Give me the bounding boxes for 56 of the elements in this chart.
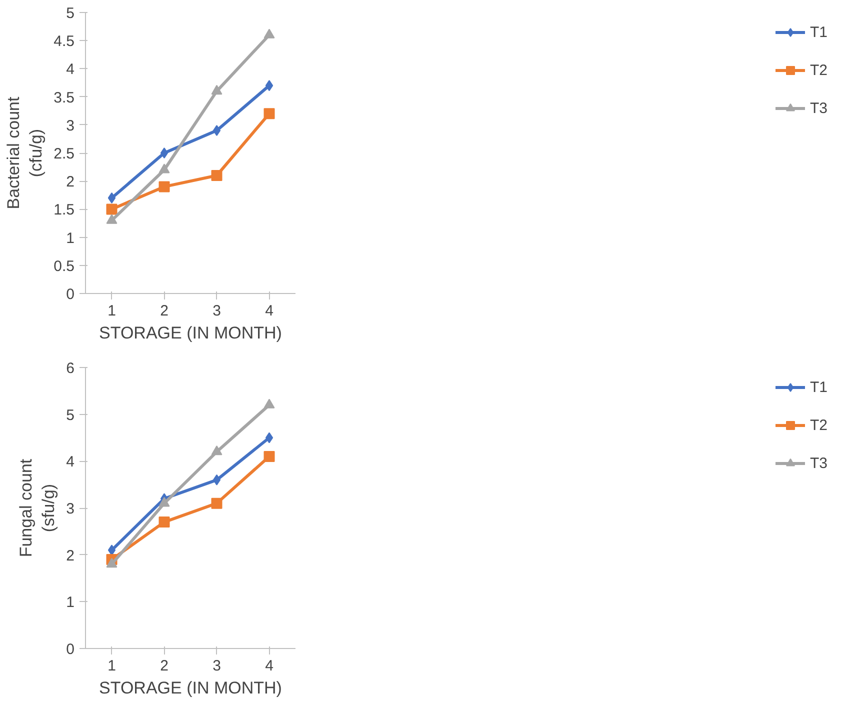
y-tick-label: 3 [66, 500, 74, 518]
x-tick-label: 2 [160, 302, 168, 320]
point [212, 474, 221, 486]
legend-label: T2 [810, 416, 829, 434]
y-tick-label: 5 [66, 5, 74, 22]
y-tick-label: 1 [66, 594, 74, 612]
y-tick-label: 0.5 [54, 258, 75, 275]
y-tick-label: 2.5 [54, 146, 75, 162]
point [264, 108, 275, 120]
point [265, 80, 274, 92]
point [106, 204, 118, 215]
y-tick-label: 3 [66, 117, 74, 134]
y-tick-label: 0 [66, 286, 74, 303]
x-tick-label: 2 [160, 658, 168, 674]
y-tick-label: 4 [66, 61, 74, 78]
point [158, 164, 170, 174]
point [264, 398, 275, 408]
x-axis-title: STORAGE (IN MONTH) [99, 678, 282, 698]
x-tick-label: 3 [212, 658, 221, 674]
x-tick-label: 4 [265, 302, 274, 320]
y-axis-title: Bacterial count (cfu/g) [4, 96, 46, 210]
point [158, 516, 170, 528]
point [211, 84, 222, 95]
y-tick-label: 1.5 [54, 202, 75, 219]
y-tick-label: 1 [66, 230, 74, 247]
y-tick-label: 0 [66, 641, 74, 658]
point [160, 148, 168, 158]
y-tick-label: 3.5 [54, 89, 75, 106]
point [265, 432, 274, 444]
y-tick-label: 4 [66, 454, 74, 471]
point [211, 498, 222, 509]
y-tick-label: 6 [66, 360, 74, 377]
point [106, 214, 118, 224]
y-axis-title: Fungal count (sfu/g) [16, 458, 58, 558]
point [211, 170, 222, 181]
point [211, 446, 222, 456]
point [108, 192, 116, 204]
legend-label: T3 [810, 100, 829, 116]
point [158, 497, 170, 507]
x-axis-title: STORAGE (IN MONTH) [99, 324, 282, 342]
point [212, 125, 221, 136]
point [158, 181, 170, 192]
x-tick-label: 3 [212, 302, 221, 320]
point [264, 450, 275, 462]
y-tick-label: 2 [66, 174, 74, 191]
y-tick-label: 2 [66, 547, 74, 564]
legend-label: T1 [810, 378, 829, 396]
y-tick-label: 5 [66, 406, 74, 424]
x-tick-label: 1 [108, 302, 116, 320]
legend-label: T3 [810, 454, 829, 472]
x-tick-label: 1 [108, 658, 116, 674]
legend-label: T2 [810, 62, 829, 78]
x-tick-label: 4 [265, 658, 274, 674]
y-tick-label: 4.5 [54, 33, 75, 50]
legend-label: T1 [810, 24, 829, 40]
point [264, 28, 275, 38]
